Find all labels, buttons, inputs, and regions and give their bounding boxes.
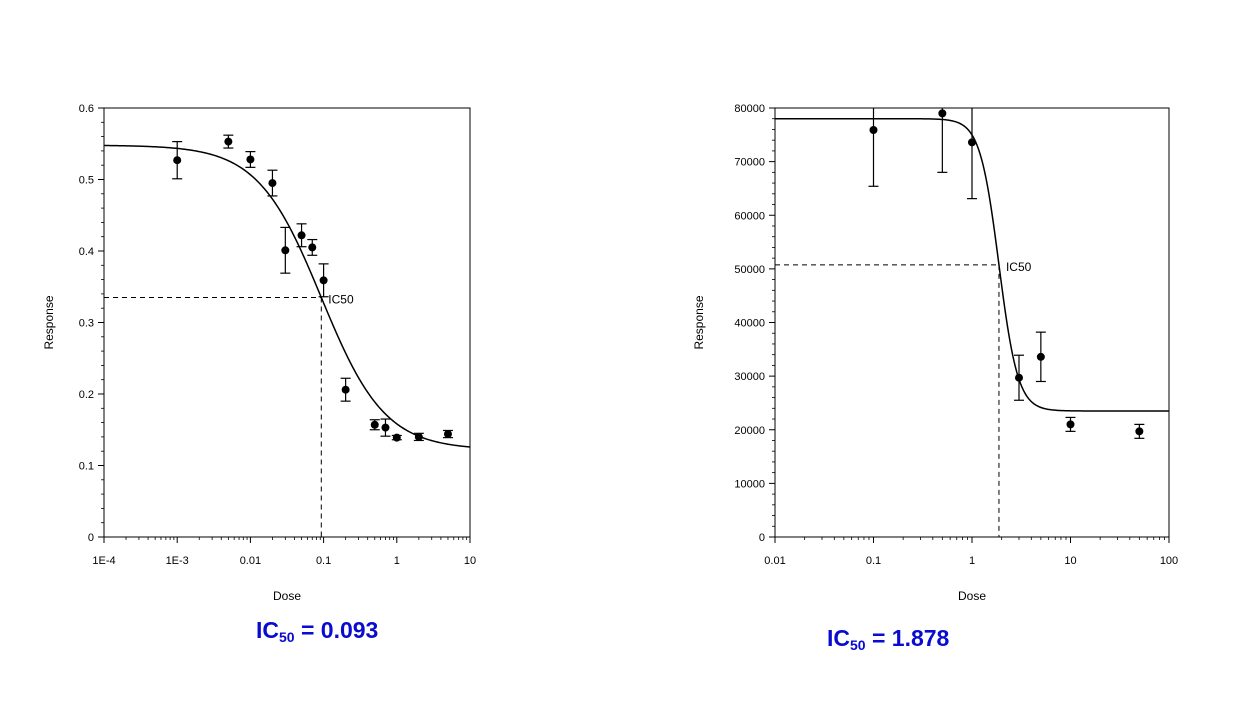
data-point	[381, 423, 390, 432]
x-tick-label: 1E-3	[166, 555, 189, 567]
data-point	[246, 155, 255, 164]
data-point	[1066, 420, 1075, 429]
ic50-annotation: IC50	[1006, 260, 1032, 274]
data-point	[443, 430, 452, 439]
y-tick-label: 0.1	[79, 461, 94, 473]
data-point	[268, 179, 277, 188]
data-point	[341, 385, 350, 394]
data-point	[1036, 352, 1045, 361]
data-point	[968, 138, 976, 147]
y-tick-label: 70000	[734, 157, 765, 169]
data-point	[370, 420, 379, 429]
y-tick-label: 10000	[734, 478, 765, 490]
data-point	[938, 109, 947, 118]
y-axis-label: Response	[42, 295, 56, 349]
data-point	[414, 432, 423, 441]
x-tick-label: 0.1	[316, 555, 331, 567]
y-tick-label: 0.3	[79, 318, 94, 330]
y-tick-label: 20000	[734, 425, 765, 437]
y-tick-label: 30000	[734, 371, 765, 383]
chart-right: 0.01 0.1 1 10 100 0 10000 20000 30000 40000 50000 6…	[692, 103, 1178, 603]
y-tick-label: 0	[88, 532, 94, 544]
y-tick-label: 0.5	[79, 175, 94, 187]
data-point	[1135, 427, 1144, 436]
x-tick-label: 10	[464, 555, 476, 567]
data-point	[281, 246, 290, 255]
ic50-caption-value: = 1.878	[865, 625, 950, 651]
ic50-annotation: IC50	[328, 292, 354, 306]
data-point	[392, 433, 401, 442]
fit-curve	[103, 144, 471, 448]
y-tick-label: 80000	[734, 103, 765, 115]
ic50-caption-value: = 0.093	[294, 617, 379, 643]
x-tick-label: 100	[1160, 555, 1178, 567]
data-point	[319, 276, 328, 285]
y-tick-label: 0.4	[79, 246, 94, 258]
x-axis-label: Dose	[273, 589, 301, 603]
y-tick-label: 60000	[734, 210, 765, 222]
y-tick-label: 0.2	[79, 389, 94, 401]
y-tick-label: 0.6	[79, 103, 94, 115]
x-tick-label: 1	[969, 555, 975, 567]
plot-frame	[103, 107, 471, 538]
x-tick-label: 1E-4	[92, 555, 115, 567]
x-axis-label: Dose	[958, 589, 986, 603]
data-point	[308, 243, 317, 252]
y-tick-label: 0	[759, 532, 765, 544]
data-point	[297, 231, 306, 240]
ic50-caption-right: IC50 = 1.878	[827, 625, 949, 653]
ic50-caption-prefix: IC	[256, 617, 279, 643]
x-tick-label: 10	[1064, 555, 1076, 567]
chart-left: 1E-4 1E-3 0.01 0.1 1 10 0 0.1 0.2 0.3 0.4 0.5 0.6 Dos…	[42, 103, 476, 603]
ic50-caption-prefix: IC	[827, 625, 850, 651]
y-tick-label: 50000	[734, 264, 765, 276]
ic50-caption-subscript: 50	[279, 629, 295, 645]
x-tick-label: 0.01	[240, 555, 261, 567]
x-tick-label: 1	[394, 555, 400, 567]
data-point	[1014, 373, 1023, 382]
data-point	[173, 156, 182, 165]
ic50-caption-subscript: 50	[850, 637, 866, 653]
y-axis-label: Response	[692, 295, 706, 349]
data-point	[224, 137, 233, 146]
ic50-caption-left: IC50 = 0.093	[256, 617, 378, 645]
x-tick-label: 0.01	[764, 555, 785, 567]
data-point	[869, 125, 878, 134]
x-tick-label: 0.1	[866, 555, 881, 567]
y-tick-label: 40000	[734, 318, 765, 330]
